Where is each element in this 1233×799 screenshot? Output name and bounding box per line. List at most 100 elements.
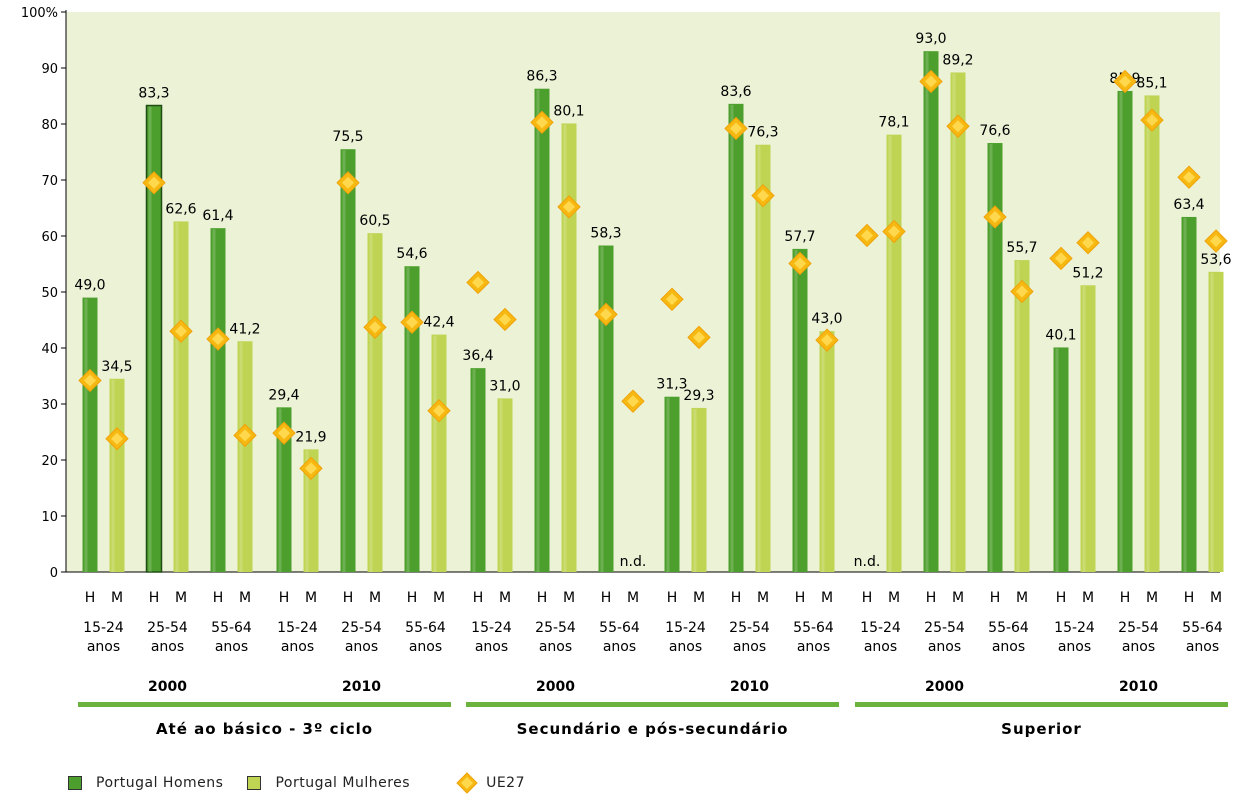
data-label: 76,6	[979, 123, 1010, 139]
age-range-label: 15-24	[1054, 620, 1095, 636]
sex-label-homens: H	[343, 590, 354, 606]
legend-item-mulheres: Portugal Mulheres	[247, 775, 410, 791]
legend-label-homens: Portugal Homens	[96, 775, 224, 791]
bar-mulheres	[497, 398, 513, 572]
bar-chart: 0 10 20 30 40 50 60 70 80 90 100% 49,0 H 34,5 M 15-24 an…	[21, 6, 1232, 738]
sex-label-homens: H	[601, 590, 612, 606]
legend-swatch-mulheres	[247, 776, 262, 790]
ue27-marker-highlight	[1146, 114, 1158, 127]
sex-label-homens: H	[862, 590, 873, 606]
y-tick-label: 30	[41, 398, 58, 413]
sex-label-homens: H	[1120, 590, 1131, 606]
sex-label-mulheres: M	[563, 590, 575, 606]
data-label: 93,0	[915, 31, 946, 47]
ue27-marker-highlight	[1183, 171, 1195, 184]
age-unit-label: anos	[928, 639, 961, 655]
age-range-label: 55-64	[1182, 620, 1223, 636]
age-unit-label: anos	[733, 639, 766, 655]
bar-mulheres	[173, 221, 189, 572]
sex-label-homens: H	[667, 590, 678, 606]
data-label: 29,4	[268, 387, 299, 403]
data-label: 49,0	[74, 278, 105, 294]
age-range-label: 25-54	[535, 620, 576, 636]
age-unit-label: anos	[475, 639, 508, 655]
bar-highlight	[794, 249, 798, 572]
bar-highlight	[757, 145, 761, 572]
year-label: 2010	[342, 679, 381, 695]
sex-label-homens: H	[1184, 590, 1195, 606]
sex-label-homens: H	[473, 590, 484, 606]
sex-label-homens: H	[990, 590, 1001, 606]
data-label: 51,2	[1072, 265, 1103, 281]
sex-label-homens: H	[213, 590, 224, 606]
legend: Portugal Homens Portugal Mulheres UE27	[68, 772, 549, 794]
sex-label-homens: H	[795, 590, 806, 606]
bar-homens	[340, 149, 356, 572]
age-unit-label: anos	[281, 639, 314, 655]
sex-label-mulheres: M	[1210, 590, 1222, 606]
ue27-marker-highlight	[1210, 235, 1222, 248]
sex-label-mulheres: M	[175, 590, 187, 606]
bar-mulheres	[691, 407, 707, 572]
age-range-label: 55-64	[793, 620, 834, 636]
year-label: 2000	[536, 679, 575, 695]
bar-highlight	[730, 104, 734, 572]
legend-swatch-homens	[68, 776, 82, 790]
bar-mulheres	[819, 331, 835, 572]
sex-label-mulheres: M	[821, 590, 833, 606]
sex-label-mulheres: M	[1016, 590, 1028, 606]
ue27-marker-highlight	[563, 200, 575, 213]
ue27-marker-highlight	[499, 313, 511, 326]
group-label: Secundário e pós-secundário	[517, 720, 789, 738]
data-label: 42,4	[423, 315, 454, 331]
bar-homens	[923, 51, 939, 572]
bar-mulheres	[755, 144, 771, 572]
ue27-marker-highlight	[148, 176, 160, 189]
ue27-marker-highlight	[794, 257, 806, 270]
ue27-marker-highlight	[406, 316, 418, 329]
age-unit-label: anos	[603, 639, 636, 655]
bar-highlight	[406, 267, 410, 572]
data-label: 29,3	[683, 388, 714, 404]
age-range-label: 15-24	[471, 620, 512, 636]
year-label: 2000	[925, 679, 964, 695]
group-underline	[78, 702, 451, 707]
bar-homens	[1181, 216, 1197, 572]
bar-homens	[664, 396, 680, 572]
sex-label-mulheres: M	[757, 590, 769, 606]
age-unit-label: anos	[992, 639, 1025, 655]
data-label: 78,1	[878, 115, 909, 131]
data-label: 31,3	[656, 377, 687, 393]
bar-homens	[1117, 90, 1133, 573]
y-tick-label: 40	[41, 342, 58, 357]
bar-highlight	[1183, 217, 1187, 572]
ue27-marker-highlight	[693, 331, 705, 344]
ue27-marker-highlight	[111, 432, 123, 445]
ue27-marker-highlight	[952, 120, 964, 133]
bar-highlight	[212, 229, 216, 572]
sex-label-mulheres: M	[305, 590, 317, 606]
ue27-marker-highlight	[925, 75, 937, 88]
data-label: 55,7	[1006, 240, 1037, 256]
age-unit-label: anos	[864, 639, 897, 655]
age-unit-label: anos	[409, 639, 442, 655]
bar-homens	[728, 103, 744, 572]
ue27-marker-highlight	[600, 308, 612, 321]
ue27-marker-highlight	[861, 229, 873, 242]
data-label: 31,0	[489, 378, 520, 394]
data-label: 60,5	[359, 213, 390, 229]
data-label: 85,1	[1136, 75, 1167, 91]
bar-highlight	[1119, 91, 1123, 573]
bar-highlight	[1016, 261, 1020, 572]
ue27-marker-highlight	[472, 276, 484, 289]
ue27-marker-highlight	[433, 404, 445, 417]
group-underline	[855, 702, 1228, 707]
sex-label-mulheres: M	[111, 590, 123, 606]
age-range-label: 55-64	[599, 620, 640, 636]
data-label: 36,4	[462, 348, 493, 364]
age-range-label: 55-64	[988, 620, 1029, 636]
legend-item-ue27: UE27	[456, 772, 525, 794]
sex-label-mulheres: M	[888, 590, 900, 606]
bar-mulheres	[1080, 285, 1096, 572]
bar-homens	[276, 407, 292, 572]
